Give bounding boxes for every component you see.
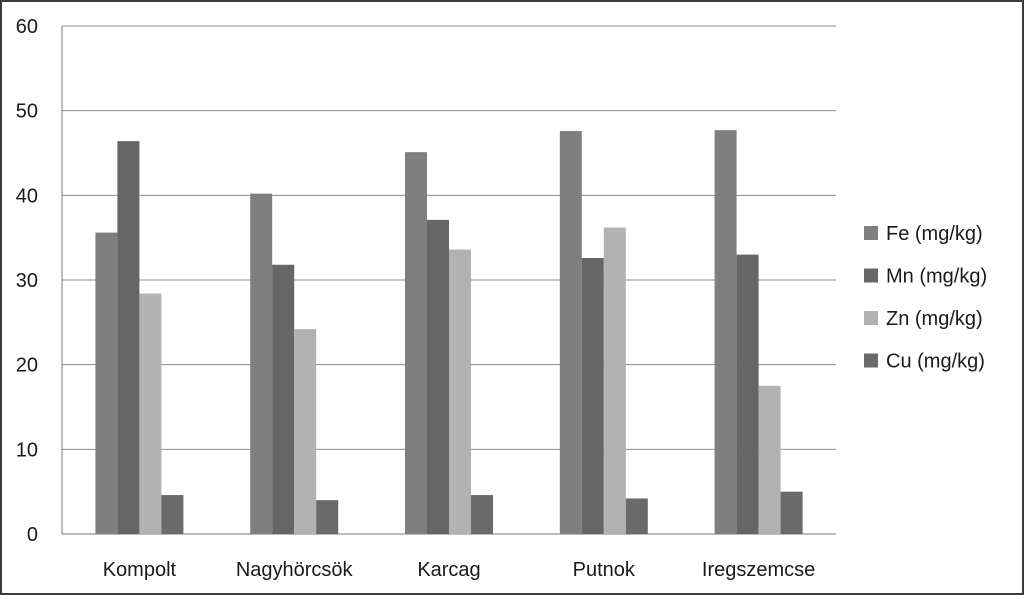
bar-fe-2 xyxy=(405,152,427,535)
bar-mn-3 xyxy=(581,257,604,534)
x-category-label: Kompolt xyxy=(103,559,177,581)
legend-label: Zn (mg/kg) xyxy=(886,308,983,330)
y-tick-label: 40 xyxy=(16,185,38,207)
bar-mn-0 xyxy=(117,141,140,534)
y-tick-label: 60 xyxy=(16,16,38,38)
bar-zn-1 xyxy=(294,329,317,534)
y-tick-label: 0 xyxy=(27,524,38,546)
legend: Fe (mg/kg) Mn (mg/kg) Zn (mg/kg) Cu (mg/kg) xyxy=(864,223,987,373)
bar-fe-3 xyxy=(559,130,582,534)
bar-fe-1 xyxy=(250,193,273,534)
x-category-label: Karcag xyxy=(417,559,480,581)
x-category-label: Putnok xyxy=(573,559,636,581)
bar-mn-2 xyxy=(427,219,449,535)
gridlines xyxy=(62,25,836,450)
y-tick-label: 20 xyxy=(16,355,38,377)
bar-mn-1 xyxy=(272,264,295,534)
bar-fe-4 xyxy=(714,130,737,534)
bar-cu-4 xyxy=(780,491,803,534)
bar-zn-2 xyxy=(449,249,471,534)
bar-fe-0 xyxy=(95,232,118,534)
legend-swatch xyxy=(864,353,878,368)
x-category-label: Nagyhörcsök xyxy=(236,559,354,581)
x-category-label: Iregszemcse xyxy=(702,559,815,581)
legend-label: Cu (mg/kg) xyxy=(886,351,985,373)
bar-cu-3 xyxy=(625,498,648,534)
bar-mn-4 xyxy=(736,254,759,534)
legend-label: Mn (mg/kg) xyxy=(886,266,987,288)
legend-swatch xyxy=(864,268,878,283)
bar-zn-4 xyxy=(758,385,781,534)
legend-swatch xyxy=(864,311,878,325)
y-tick-label: 30 xyxy=(16,270,38,292)
bar-zn-0 xyxy=(139,293,162,534)
legend-swatch xyxy=(864,226,878,240)
y-tick-label: 10 xyxy=(16,439,38,461)
bar-zn-3 xyxy=(603,227,626,535)
y-tick-label: 50 xyxy=(16,101,38,123)
bar-cu-1 xyxy=(316,500,339,534)
axis-labels: 0 10 20 30 40 50 60 Kompolt Nagyhörcsök Karcag Put… xyxy=(16,16,816,581)
legend-label: Fe (mg/kg) xyxy=(886,223,983,245)
bar-cu-0 xyxy=(161,495,184,534)
bars xyxy=(95,130,803,535)
bar-cu-2 xyxy=(471,495,493,534)
